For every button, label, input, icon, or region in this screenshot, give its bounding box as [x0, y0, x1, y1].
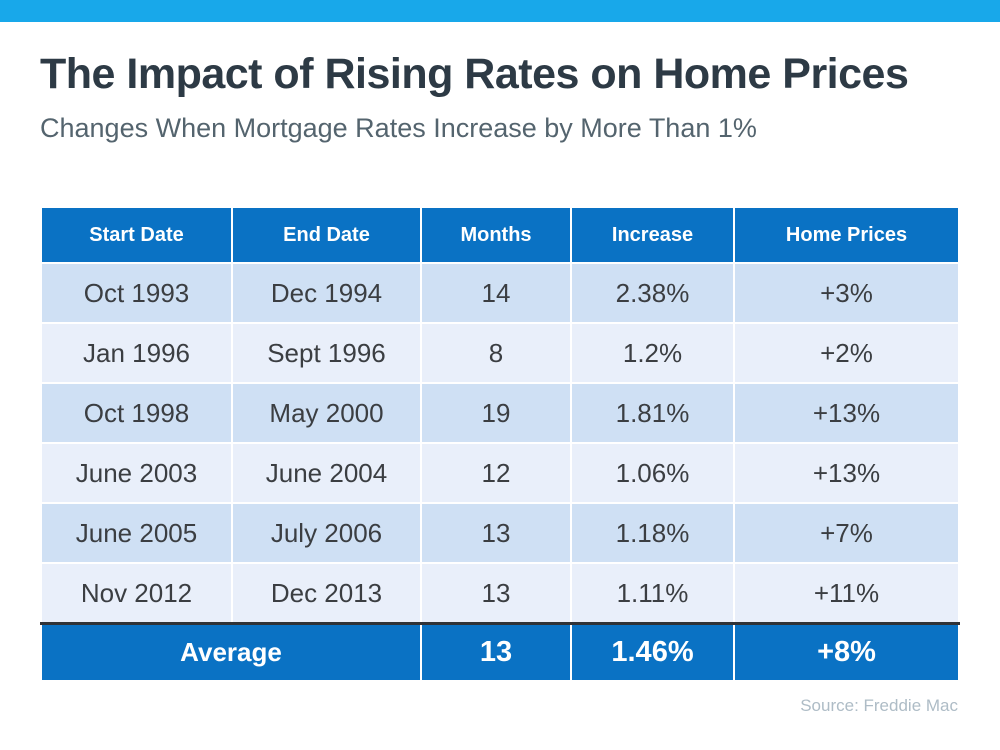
cell-increase: 1.81%	[570, 382, 735, 445]
table-row: Oct 1998 May 2000 19 1.81% +13%	[40, 382, 960, 445]
cell-home-prices: +11%	[733, 562, 960, 625]
column-header-months: Months	[420, 206, 572, 265]
rates-impact-table: Start Date End Date Months Increase Home…	[40, 206, 960, 683]
page-content: The Impact of Rising Rates on Home Price…	[0, 50, 1000, 716]
cell-months: 12	[420, 442, 572, 505]
cell-increase: 1.18%	[570, 502, 735, 565]
cell-start-date: Jan 1996	[40, 322, 233, 385]
cell-months: 8	[420, 322, 572, 385]
cell-home-prices: +7%	[733, 502, 960, 565]
table-row: Nov 2012 Dec 2013 13 1.11% +11%	[40, 562, 960, 625]
column-header-start-date: Start Date	[40, 206, 233, 265]
page-subtitle: Changes When Mortgage Rates Increase by …	[40, 113, 757, 144]
cell-months: 13	[420, 562, 572, 625]
average-row: Average 13 1.46% +8%	[40, 621, 960, 683]
cell-start-date: June 2005	[40, 502, 233, 565]
cell-start-date: Oct 1998	[40, 382, 233, 445]
cell-end-date: June 2004	[231, 442, 422, 505]
cell-months: 19	[420, 382, 572, 445]
page-title: The Impact of Rising Rates on Home Price…	[40, 50, 909, 98]
average-home-prices: +8%	[733, 621, 960, 683]
cell-home-prices: +13%	[733, 442, 960, 505]
cell-increase: 1.06%	[570, 442, 735, 505]
column-header-home-prices: Home Prices	[733, 206, 960, 265]
cell-home-prices: +13%	[733, 382, 960, 445]
cell-increase: 1.11%	[570, 562, 735, 625]
column-header-increase: Increase	[570, 206, 735, 265]
table-row: Jan 1996 Sept 1996 8 1.2% +2%	[40, 322, 960, 385]
cell-months: 13	[420, 502, 572, 565]
table-row: June 2003 June 2004 12 1.06% +13%	[40, 442, 960, 505]
source-attribution: Source: Freddie Mac	[800, 696, 958, 716]
cell-start-date: Oct 1993	[40, 262, 233, 325]
table-row: Oct 1993 Dec 1994 14 2.38% +3%	[40, 262, 960, 325]
cell-home-prices: +2%	[733, 322, 960, 385]
cell-start-date: Nov 2012	[40, 562, 233, 625]
column-header-end-date: End Date	[231, 206, 422, 265]
cell-home-prices: +3%	[733, 262, 960, 325]
cell-end-date: Dec 2013	[231, 562, 422, 625]
cell-start-date: June 2003	[40, 442, 233, 505]
average-label: Average	[40, 621, 422, 683]
cell-end-date: Dec 1994	[231, 262, 422, 325]
cell-increase: 2.38%	[570, 262, 735, 325]
cell-end-date: July 2006	[231, 502, 422, 565]
cell-months: 14	[420, 262, 572, 325]
average-increase: 1.46%	[570, 621, 735, 683]
cell-increase: 1.2%	[570, 322, 735, 385]
top-accent-bar	[0, 0, 1000, 22]
table-row: June 2005 July 2006 13 1.18% +7%	[40, 502, 960, 565]
cell-end-date: May 2000	[231, 382, 422, 445]
cell-end-date: Sept 1996	[231, 322, 422, 385]
table-header-row: Start Date End Date Months Increase Home…	[40, 206, 960, 265]
average-months: 13	[420, 621, 572, 683]
